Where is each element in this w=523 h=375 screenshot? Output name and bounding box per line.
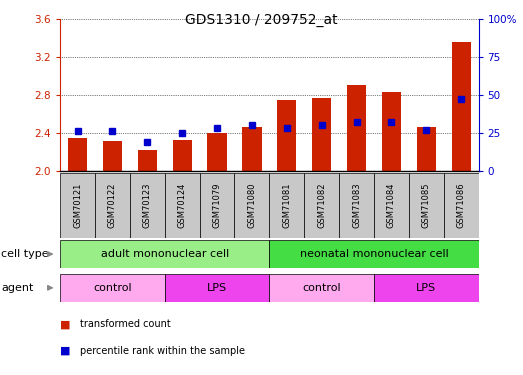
Text: LPS: LPS — [207, 283, 227, 293]
Bar — [417, 127, 436, 171]
Bar — [242, 127, 262, 171]
Text: adult mononuclear cell: adult mononuclear cell — [100, 249, 229, 259]
Bar — [347, 85, 366, 171]
Text: neonatal mononuclear cell: neonatal mononuclear cell — [300, 249, 448, 259]
Bar — [95, 172, 130, 238]
Text: control: control — [93, 283, 132, 293]
Bar — [269, 172, 304, 238]
Text: GSM71084: GSM71084 — [387, 183, 396, 228]
Bar — [451, 42, 471, 171]
Bar — [60, 172, 95, 238]
Bar — [138, 150, 157, 171]
Bar — [269, 274, 374, 302]
Text: ■: ■ — [60, 320, 71, 329]
Bar — [60, 240, 269, 268]
Text: LPS: LPS — [416, 283, 436, 293]
Text: GDS1310 / 209752_at: GDS1310 / 209752_at — [185, 13, 338, 27]
Text: transformed count: transformed count — [80, 320, 171, 329]
Bar — [374, 274, 479, 302]
Bar — [312, 98, 331, 171]
Text: GSM71082: GSM71082 — [317, 183, 326, 228]
Text: percentile rank within the sample: percentile rank within the sample — [80, 346, 245, 355]
Bar — [339, 172, 374, 238]
Bar — [382, 92, 401, 171]
Text: GSM71079: GSM71079 — [212, 183, 222, 228]
Bar — [409, 172, 444, 238]
Text: GSM70124: GSM70124 — [178, 183, 187, 228]
Bar — [130, 172, 165, 238]
Bar — [269, 240, 479, 268]
Bar — [68, 138, 87, 171]
Text: GSM70121: GSM70121 — [73, 183, 82, 228]
Bar — [173, 140, 192, 171]
Bar — [103, 141, 122, 171]
Text: cell type: cell type — [1, 249, 49, 259]
Bar — [208, 133, 226, 171]
Bar — [200, 172, 234, 238]
Text: control: control — [302, 283, 341, 293]
Bar — [444, 172, 479, 238]
Text: ■: ■ — [60, 346, 71, 355]
Text: GSM71086: GSM71086 — [457, 183, 465, 228]
Text: GSM71083: GSM71083 — [352, 183, 361, 228]
Text: GSM70122: GSM70122 — [108, 183, 117, 228]
Text: GSM70123: GSM70123 — [143, 183, 152, 228]
Bar — [165, 172, 200, 238]
Bar — [165, 274, 269, 302]
Bar — [234, 172, 269, 238]
Bar — [60, 274, 165, 302]
Bar — [277, 100, 297, 171]
Text: agent: agent — [1, 283, 33, 293]
Bar — [304, 172, 339, 238]
Text: GSM71085: GSM71085 — [422, 183, 431, 228]
Text: GSM71080: GSM71080 — [247, 183, 256, 228]
Bar — [374, 172, 409, 238]
Text: GSM71081: GSM71081 — [282, 183, 291, 228]
